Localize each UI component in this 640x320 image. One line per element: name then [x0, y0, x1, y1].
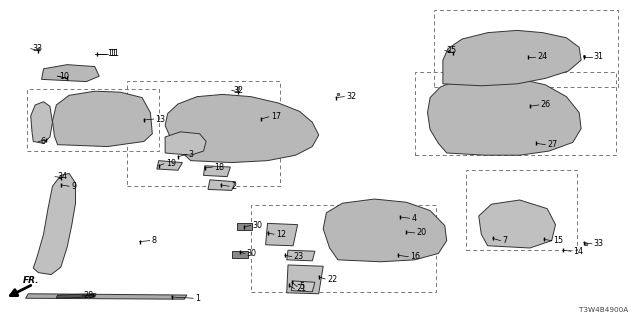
Polygon shape [323, 199, 447, 262]
Text: 16: 16 [410, 252, 420, 261]
Bar [434, 10, 618, 87]
Text: 9: 9 [71, 182, 76, 191]
Text: 22: 22 [327, 275, 337, 284]
Bar [251, 205, 436, 292]
Polygon shape [208, 180, 236, 190]
Text: FR.: FR. [22, 276, 39, 285]
Text: 5: 5 [299, 282, 304, 291]
Text: 6: 6 [40, 137, 45, 146]
Text: 8: 8 [152, 236, 157, 245]
Text: 2: 2 [231, 182, 236, 191]
Text: 4: 4 [412, 214, 417, 223]
Text: 3: 3 [189, 150, 194, 159]
Text: 11: 11 [108, 49, 118, 58]
Text: 33: 33 [33, 44, 43, 53]
Polygon shape [287, 250, 315, 261]
Polygon shape [479, 200, 556, 248]
Text: 17: 17 [271, 112, 281, 121]
Text: 15: 15 [554, 236, 564, 245]
Text: 23: 23 [294, 252, 304, 261]
Text: 33: 33 [594, 239, 604, 248]
Polygon shape [204, 166, 230, 177]
Polygon shape [165, 94, 319, 163]
Text: 32: 32 [346, 92, 356, 101]
Text: 31: 31 [594, 52, 604, 61]
Polygon shape [31, 102, 52, 143]
Polygon shape [443, 30, 581, 86]
Bar [415, 72, 616, 155]
Text: 25: 25 [447, 46, 457, 55]
Polygon shape [33, 173, 76, 275]
Text: 28: 28 [84, 292, 94, 300]
Text: 7: 7 [502, 236, 508, 245]
Text: 11: 11 [109, 49, 120, 58]
Bar [127, 81, 280, 186]
Bar [237, 223, 252, 230]
Text: 27: 27 [547, 140, 557, 149]
Text: 13: 13 [156, 115, 166, 124]
Text: 1: 1 [195, 294, 200, 303]
Polygon shape [287, 265, 323, 294]
Text: 34: 34 [57, 172, 67, 181]
Polygon shape [157, 161, 182, 170]
Bar [232, 251, 248, 258]
Polygon shape [56, 294, 96, 298]
Polygon shape [52, 91, 152, 147]
Text: T3W4B4900A: T3W4B4900A [579, 307, 628, 313]
Polygon shape [42, 65, 99, 82]
Polygon shape [291, 281, 315, 292]
Text: 10: 10 [60, 72, 70, 81]
Text: 30: 30 [246, 249, 257, 258]
Polygon shape [266, 223, 298, 246]
Text: 30: 30 [253, 221, 263, 230]
Bar [27, 89, 159, 151]
Text: 14: 14 [573, 247, 583, 256]
Bar [466, 170, 577, 250]
Text: 19: 19 [166, 159, 176, 168]
Text: 26: 26 [541, 100, 551, 109]
Text: 20: 20 [417, 228, 427, 237]
Text: 32: 32 [234, 86, 244, 95]
Polygon shape [26, 294, 187, 299]
Text: 12: 12 [276, 230, 286, 239]
Text: 18: 18 [214, 163, 225, 172]
Text: 21: 21 [296, 284, 307, 293]
Polygon shape [428, 76, 581, 155]
Text: 24: 24 [537, 52, 547, 61]
Polygon shape [165, 132, 206, 155]
